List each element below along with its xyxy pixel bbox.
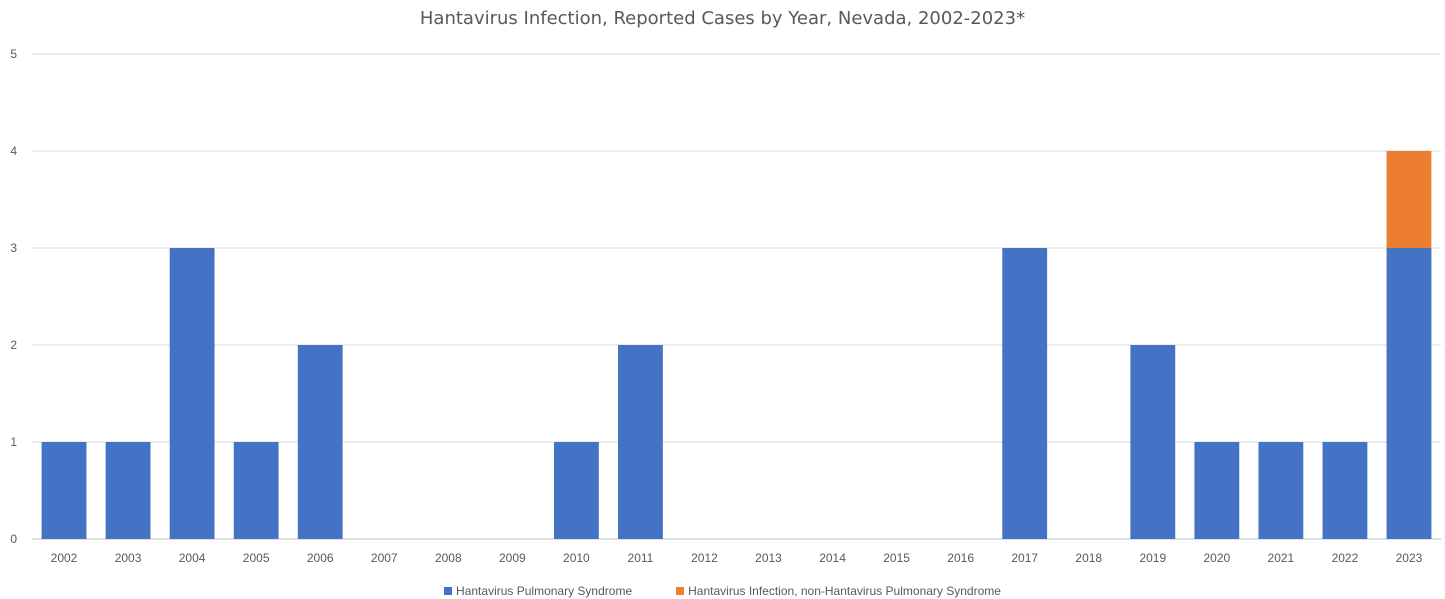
x-tick-label: 2005: [243, 551, 270, 565]
y-tick-label: 4: [10, 144, 17, 158]
x-tick-label: 2021: [1268, 551, 1295, 565]
bars: [41, 151, 1432, 539]
bar-hps-2017: [1002, 248, 1048, 539]
x-tick-label: 2023: [1396, 551, 1423, 565]
chart-title: Hantavirus Infection, Reported Cases by …: [419, 8, 1026, 29]
x-tick-label: 2017: [1011, 551, 1038, 565]
bar-hps-2022: [1322, 442, 1368, 539]
legend-label-hps: Hantavirus Pulmonary Syndrome: [456, 584, 633, 598]
y-tick-label: 5: [10, 47, 17, 61]
bar-hps-2002: [41, 442, 87, 539]
y-tick-label: 2: [10, 338, 17, 352]
x-tick-label: 2004: [179, 551, 206, 565]
x-tick-label: 2008: [435, 551, 462, 565]
y-tick-label: 1: [10, 435, 17, 449]
bar-hps-2011: [618, 345, 663, 539]
bar-hps-2005: [233, 442, 279, 539]
legend-swatch-non-hps: [676, 587, 685, 595]
x-tick-label: 2003: [115, 551, 142, 565]
bar-hps-2021: [1258, 442, 1304, 539]
bar-hps-2003: [105, 442, 151, 539]
x-tick-label: 2011: [628, 551, 654, 565]
bar-non-hps-2023: [1386, 151, 1432, 248]
x-tick-label: 2012: [691, 551, 718, 565]
x-tick-label: 2009: [499, 551, 526, 565]
legend-label-non-hps: Hantavirus Infection, non-Hantavirus Pul…: [688, 584, 1001, 598]
bar-hps-2020: [1194, 442, 1240, 539]
x-tick-label: 2002: [51, 551, 78, 565]
x-tick-label: 2010: [563, 551, 590, 565]
x-tick-label: 2013: [755, 551, 782, 565]
x-tick-label: 2022: [1332, 551, 1359, 565]
legend: Hantavirus Pulmonary Syndrome Hantavirus…: [0, 584, 1445, 598]
x-axis-ticks: 2002 2003 2004 2005 2006 2007 2008 2009 2010 2011…: [51, 551, 1423, 565]
x-tick-label: 2014: [819, 551, 846, 565]
legend-item-hps: Hantavirus Pulmonary Syndrome: [444, 584, 632, 598]
x-tick-label: 2006: [307, 551, 334, 565]
y-axis-ticks: 0 1 2 3 4 5: [10, 47, 17, 546]
x-tick-label: 2016: [947, 551, 974, 565]
x-tick-label: 2019: [1139, 551, 1166, 565]
bar-hps-2006: [297, 345, 343, 539]
legend-item-non-hps: Hantavirus Infection, non-Hantavirus Pul…: [676, 584, 1001, 598]
bar-hps-2004: [169, 248, 215, 539]
x-tick-label: 2020: [1203, 551, 1230, 565]
bar-hps-2023: [1386, 248, 1432, 539]
x-tick-label: 2007: [371, 551, 398, 565]
x-tick-label: 2015: [883, 551, 910, 565]
x-tick-label: 2018: [1075, 551, 1102, 565]
bar-hps-2019: [1130, 345, 1176, 539]
legend-swatch-hps: [444, 587, 453, 595]
y-tick-label: 0: [10, 532, 17, 546]
y-tick-label: 3: [10, 241, 17, 255]
bar-hps-2010: [553, 442, 599, 539]
